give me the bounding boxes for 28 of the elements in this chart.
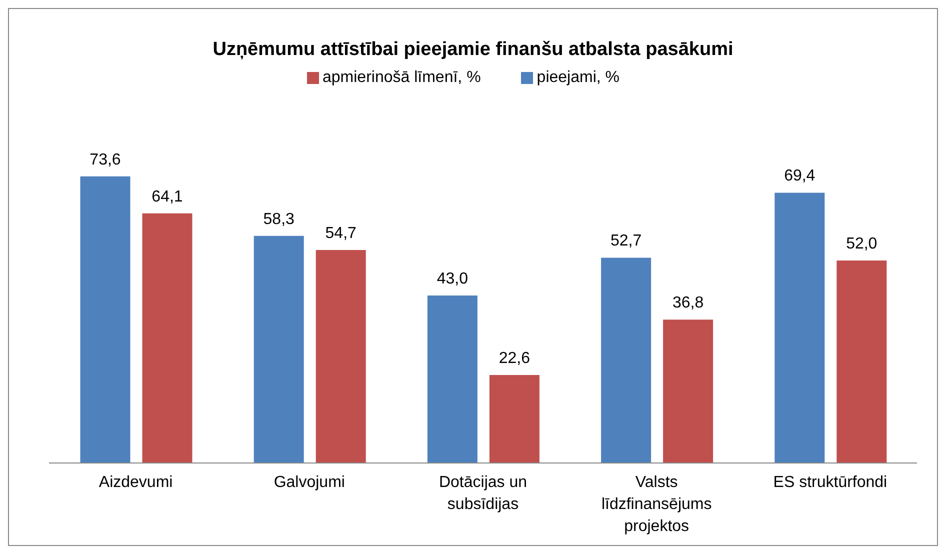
bar: [254, 236, 304, 463]
data-label: 22,6: [498, 350, 530, 367]
legend-label: pieejami, %: [536, 69, 620, 86]
x-tick-label: Aizdevumi: [98, 474, 173, 491]
bar: [489, 374, 540, 463]
bar: [836, 260, 887, 463]
bar: [316, 250, 366, 463]
data-label: 52,7: [610, 232, 642, 250]
data-label: 54,7: [325, 224, 357, 242]
x-tick-label: Valsts līdzfinansējums projektos: [601, 474, 712, 535]
data-label: 58,3: [263, 210, 295, 228]
x-tick-label: Galvojumi: [274, 474, 345, 491]
chart-title: Uzņēmumu attīstībai pieejamie finanšu atbalsta pasākumi: [212, 39, 734, 62]
x-tick-label: Dotācijas un subsīdijas: [438, 474, 528, 513]
legend-label: apmierinošā līmenī, %: [322, 69, 481, 86]
data-label: 36,8: [672, 294, 704, 312]
bar: [601, 258, 652, 463]
bar: [427, 296, 478, 463]
data-label: 69,4: [784, 168, 816, 185]
x-tick-label: ES struktūrfondi: [773, 474, 888, 491]
data-label: 43,0: [436, 270, 468, 288]
bar: [774, 192, 825, 463]
bar: [142, 213, 192, 463]
data-label: 73,6: [90, 151, 121, 168]
data-label: 52,0: [846, 235, 878, 252]
bar: [80, 176, 130, 463]
data-label: 64,1: [152, 188, 183, 206]
bar: [663, 320, 714, 463]
